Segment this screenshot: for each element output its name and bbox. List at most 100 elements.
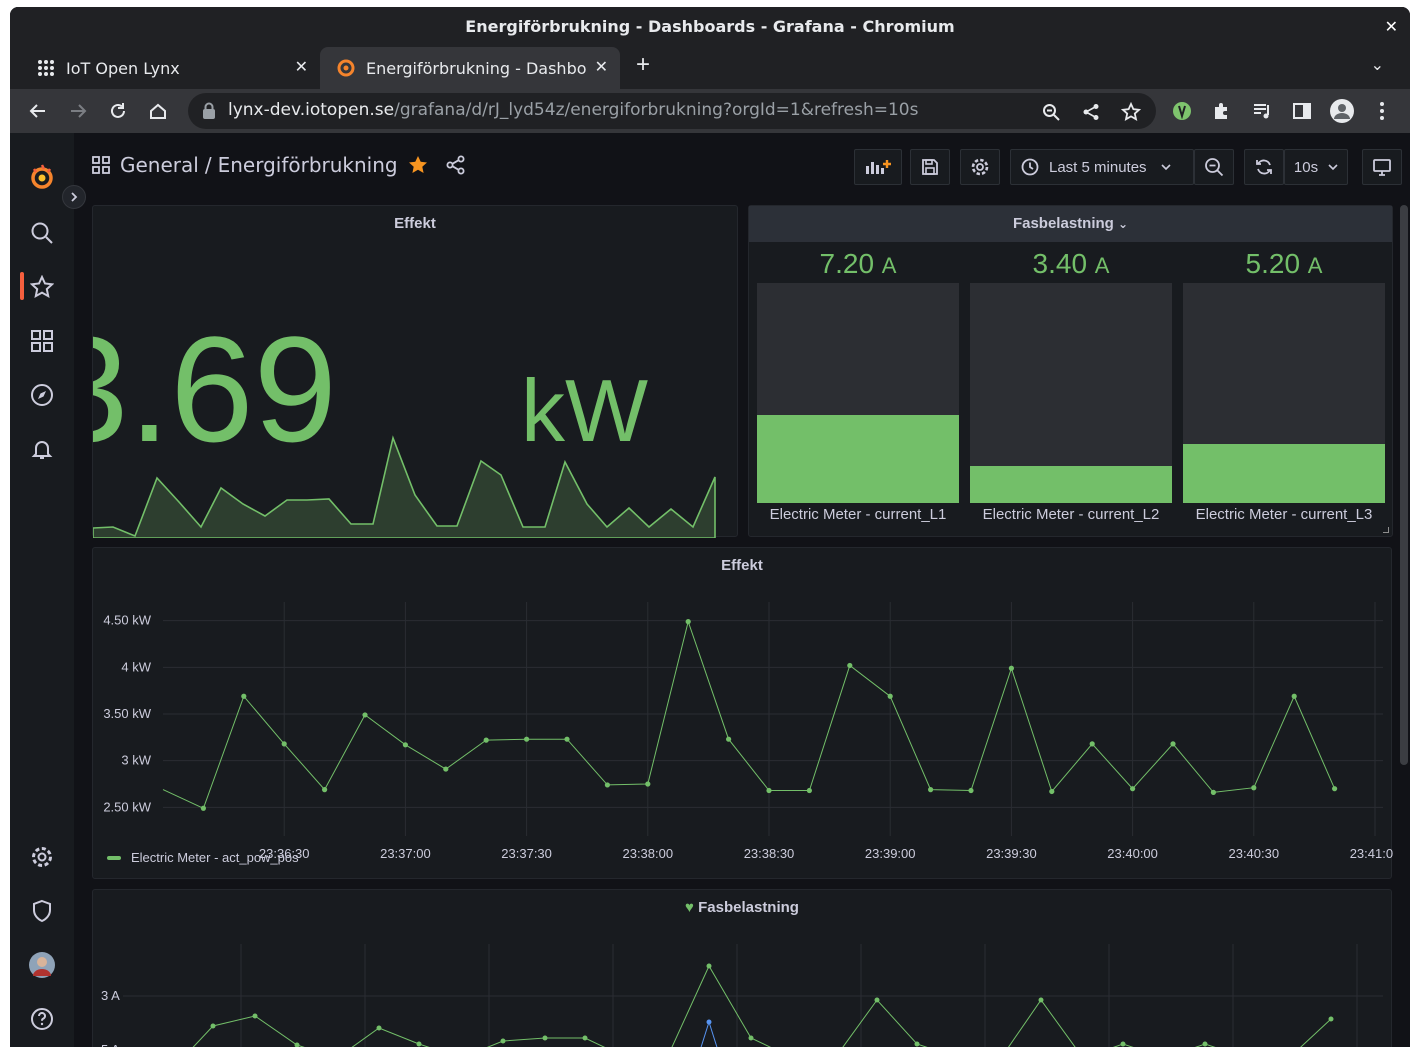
browser-menu-icon[interactable] [1370,99,1394,123]
back-icon[interactable] [24,97,52,125]
timeseries-chart-2: 3 A 5 A [101,944,1383,1047]
forward-icon[interactable] [64,97,92,125]
y-tick-label: 3 A [101,988,120,1003]
dashboards-icon[interactable] [28,327,56,355]
chart-legend[interactable]: Electric Meter - act_pow_pos [107,850,299,865]
apps-icon [92,156,110,174]
data-point[interactable] [806,787,813,794]
data-point[interactable] [847,662,853,669]
data-point[interactable] [483,737,489,743]
share-icon[interactable] [1080,101,1102,123]
media-queue-icon[interactable] [1250,99,1274,123]
data-point[interactable] [524,736,530,742]
data-point[interactable] [362,712,368,718]
timeseries-panel[interactable]: Effekt 23:36:30 23:37:00 23:37:30 23:38:00 2… [92,547,1393,880]
extension-shield-icon[interactable] [1170,99,1194,123]
tab-title: Energiförbrukning - Dashboards - Grafana [366,58,586,78]
home-icon[interactable] [144,97,172,125]
panel-title-text: Fasbelastning [698,899,799,916]
resize-handle-icon[interactable] [1383,527,1389,533]
tv-mode-button[interactable] [1362,149,1402,185]
data-point[interactable] [322,787,328,793]
data-point[interactable] [1008,665,1015,671]
data-point[interactable] [1210,789,1216,795]
data-point[interactable] [968,787,974,794]
zoom-icon[interactable] [1040,101,1062,123]
data-point[interactable] [443,766,449,772]
expand-menu-button[interactable] [62,185,86,209]
alerting-icon[interactable] [28,435,56,463]
gauge-value-number: 7.20 [819,248,875,279]
data-point[interactable] [241,693,247,699]
add-panel-button[interactable] [854,149,902,185]
data-point[interactable] [766,787,772,794]
x-tick-label: 23:38:30 [744,846,795,861]
shield-icon[interactable] [28,897,56,925]
chevron-down-icon: ⌄ [1117,217,1129,231]
data-point[interactable] [726,736,732,742]
close-window-icon[interactable]: ✕ [1384,17,1398,36]
url-path: /grafana/d/rJ_lyd54z/energiforbrukning?o… [394,100,919,120]
grafana-favicon-icon [336,58,356,78]
refresh-interval-picker[interactable]: 10s [1284,149,1348,185]
favorite-star-icon[interactable] [408,155,428,175]
reload-icon[interactable] [104,97,132,125]
data-point[interactable] [1089,741,1095,747]
lock-icon[interactable] [202,102,216,125]
x-tick-label: 23:37:00 [380,846,431,861]
close-tab-icon[interactable]: ✕ [294,57,308,76]
breadcrumb-folder[interactable]: General [120,153,199,177]
close-tab-icon[interactable]: ✕ [594,57,608,76]
bargauge-panel[interactable]: Fasbelastning ⌄ 7.20 A Electric Meter - … [748,205,1393,537]
data-point[interactable] [1049,788,1055,795]
data-point[interactable] [1332,786,1338,792]
avatar[interactable] [28,951,56,979]
gauge-bar [970,283,1172,503]
dashboard-title[interactable]: Energiförbrukning [217,153,398,177]
data-point[interactable] [928,787,934,793]
explore-icon[interactable] [28,381,56,409]
data-point[interactable] [887,693,893,699]
dashboard-settings-button[interactable] [960,149,1000,185]
data-point[interactable] [281,741,287,747]
timeseries-panel-2[interactable]: ♥ Fasbelastning 3 A 5 A [92,889,1392,1047]
stat-panel[interactable]: Effekt 3.69 kW [92,205,738,538]
data-point[interactable] [564,736,570,742]
extensions-puzzle-icon[interactable] [1210,99,1234,123]
search-icon[interactable] [28,219,56,247]
share-dashboard-icon[interactable] [446,155,466,175]
data-point[interactable] [1170,741,1176,747]
panel-header[interactable] [749,206,1392,242]
data-point[interactable] [402,742,408,748]
time-picker-button[interactable]: Last 5 minutes [1010,149,1194,185]
data-point[interactable] [200,805,206,811]
gauge-bar-fill [1183,443,1385,503]
new-tab-icon[interactable]: + [636,51,651,78]
profile-avatar-icon[interactable] [1330,99,1354,123]
data-point[interactable] [1130,786,1136,792]
data-point[interactable] [685,619,691,625]
tab-grafana[interactable]: Energiförbrukning - Dashboards - Grafana… [320,47,620,89]
panel-title: Effekt [721,557,763,574]
gauge-value-number: 3.40 [1032,248,1088,279]
zoom-out-button[interactable] [1194,149,1234,185]
help-icon[interactable] [28,1005,56,1033]
y-tick-label: 2.50 kW [103,799,151,814]
timeseries-chart[interactable]: 23:36:30 23:37:00 23:37:30 23:38:00 23:38:30… [93,548,1393,880]
star-icon[interactable] [28,273,56,301]
stat-unit: kW [521,361,648,460]
tab-iot-open-lynx[interactable]: IoT Open Lynx ✕ [20,47,320,89]
data-point[interactable] [1291,693,1297,699]
page-scrollbar[interactable] [1400,205,1408,765]
data-point[interactable] [604,782,610,788]
grafana-logo-icon[interactable] [28,163,56,191]
data-point[interactable] [645,781,651,787]
refresh-button[interactable] [1244,149,1284,185]
configuration-icon[interactable] [28,843,56,871]
save-dashboard-button[interactable] [910,149,950,185]
bookmark-star-icon[interactable] [1120,101,1142,123]
data-point[interactable] [1251,785,1257,791]
address-bar[interactable]: lynx-dev.iotopen.se/grafana/d/rJ_lyd54z/… [188,93,1156,129]
chevron-down-icon[interactable]: ⌄ [1370,57,1384,74]
side-panel-icon[interactable] [1290,99,1314,123]
